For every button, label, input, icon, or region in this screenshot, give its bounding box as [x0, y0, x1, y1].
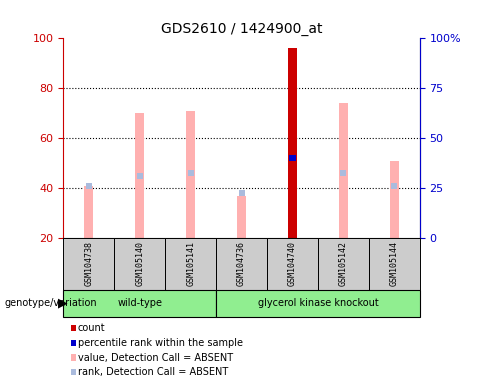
- Title: GDS2610 / 1424900_at: GDS2610 / 1424900_at: [161, 22, 322, 36]
- Text: GSM104740: GSM104740: [288, 241, 297, 286]
- Bar: [288, 48, 297, 238]
- Text: GSM105141: GSM105141: [186, 241, 195, 286]
- Bar: [318, 238, 369, 290]
- Bar: [389, 161, 399, 238]
- Text: rank, Detection Call = ABSENT: rank, Detection Call = ABSENT: [78, 367, 228, 377]
- Bar: [114, 238, 165, 290]
- Text: ▶: ▶: [58, 297, 67, 310]
- Text: wild-type: wild-type: [117, 298, 163, 308]
- Bar: [237, 195, 246, 238]
- Bar: [339, 103, 348, 238]
- Bar: [369, 238, 420, 290]
- Text: GSM104736: GSM104736: [237, 241, 246, 286]
- Bar: [135, 113, 144, 238]
- Bar: [216, 290, 420, 317]
- Text: percentile rank within the sample: percentile rank within the sample: [78, 338, 243, 348]
- Text: genotype/variation: genotype/variation: [5, 298, 98, 308]
- Text: GSM104738: GSM104738: [84, 241, 93, 286]
- Bar: [137, 172, 143, 179]
- Bar: [340, 170, 346, 176]
- Bar: [165, 238, 216, 290]
- Text: GSM105142: GSM105142: [339, 241, 348, 286]
- Bar: [391, 182, 397, 189]
- Bar: [239, 190, 244, 196]
- Bar: [187, 170, 194, 176]
- Text: glycerol kinase knockout: glycerol kinase knockout: [258, 298, 378, 308]
- Bar: [86, 182, 92, 189]
- Text: count: count: [78, 323, 105, 333]
- Text: GSM105140: GSM105140: [135, 241, 144, 286]
- Bar: [84, 186, 94, 238]
- Text: GSM105144: GSM105144: [390, 241, 399, 286]
- Bar: [216, 238, 267, 290]
- Bar: [289, 155, 296, 161]
- Bar: [267, 238, 318, 290]
- Bar: [63, 238, 114, 290]
- Bar: [63, 290, 216, 317]
- Bar: [186, 111, 195, 238]
- Text: value, Detection Call = ABSENT: value, Detection Call = ABSENT: [78, 353, 233, 362]
